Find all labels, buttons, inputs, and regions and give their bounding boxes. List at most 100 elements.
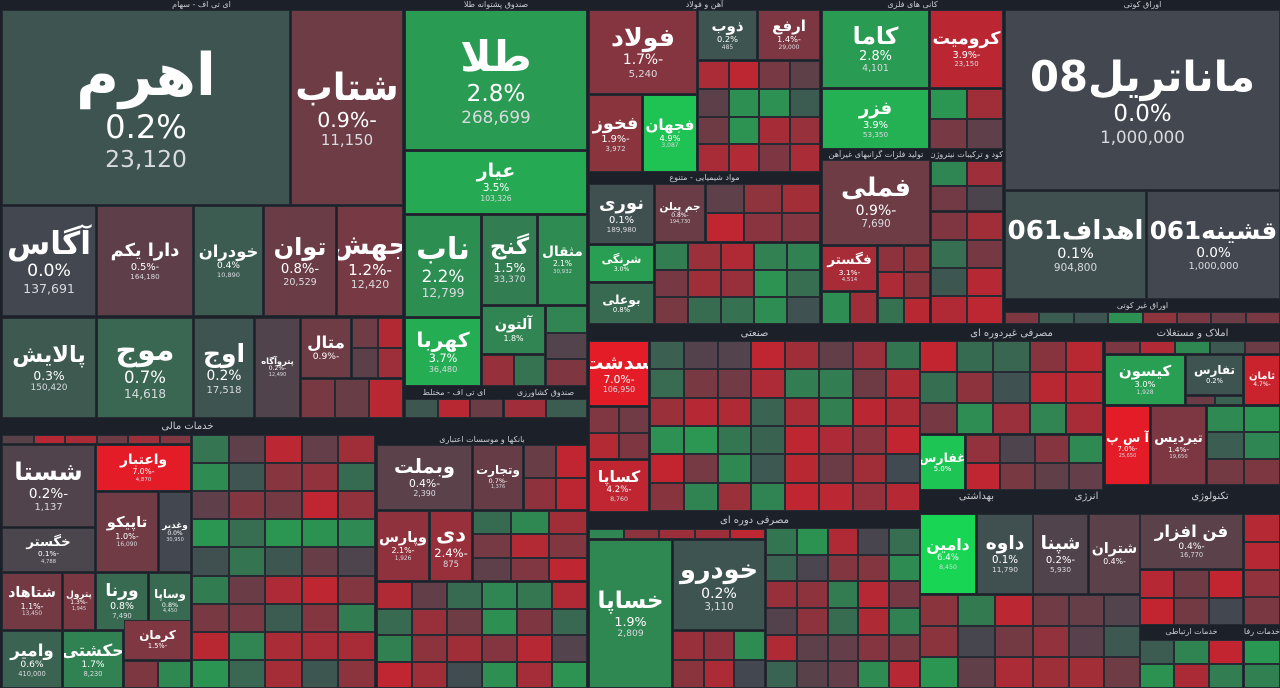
minor-tile [192,435,229,464]
sector-title: ای تی اف - سهام [0,0,403,10]
stock-volume: 2,390 [413,489,436,499]
minor-tile [754,243,787,270]
minor-tile [2,435,34,444]
stock-change: -0.1% [37,549,60,559]
minor-tile [1033,657,1069,688]
stock-change: -0.5% [130,261,160,273]
minor-tile [721,297,754,324]
minor-tile [1208,570,1243,598]
minor-tile [1068,462,1103,490]
stock-name: دی [435,522,467,547]
stock-tile: اوج 0.2% 17,518 [194,318,254,418]
minor-tile [228,575,266,604]
minor-tile [734,631,765,660]
stock-tile: وغدیر 0.0% 30,950 [159,492,191,572]
stock-name: وامیر [10,640,54,660]
minor-tile [688,243,721,270]
minor-tile [721,243,754,270]
stock-tile: جم پیلن -0.8% 194,730 [655,184,705,242]
stock-change: 0.7% [124,367,166,387]
stock-volume: 3,110 [704,601,734,613]
minor-tile [338,463,375,492]
minor-tile [1214,396,1243,405]
minor-tile [698,116,729,145]
stock-volume: 1,137 [34,502,63,514]
minor-tile [889,581,920,608]
stock-change: -1.0% [115,531,139,542]
minor-tile [852,426,887,455]
minor-tile [787,297,820,324]
minor-tile [1104,657,1140,688]
stock-volume: 29,000 [778,43,800,51]
minor-tile [338,435,375,464]
minor-tile [858,581,890,608]
stock-tile: پالایش 0.3% 150,420 [2,318,96,418]
minor-tile [1108,312,1143,324]
minor-tile [1174,597,1209,625]
stock-change: 5.0% [933,464,952,473]
minor-tile [650,426,684,455]
minor-tile [619,407,649,433]
stock-volume: 5,240 [628,68,658,80]
sector-title: انرژی [1033,490,1140,504]
minor-tile [886,369,920,398]
minor-tile [1243,458,1280,485]
minor-tile [1174,640,1209,664]
stock-change: -0.9% [312,351,340,363]
minor-tile [549,511,587,535]
minor-tile [966,462,1001,490]
minor-tile [785,397,819,426]
stock-name: تفارس [1193,363,1236,378]
stock-change: 0.1% [608,214,635,226]
minor-tile [785,341,819,370]
stock-tile: شستا -0.2% 1,137 [2,445,95,527]
minor-tile [301,463,339,492]
minor-tile [192,631,229,660]
minor-tile [717,426,752,455]
stock-change: -7.0% [1117,444,1138,453]
minor-tile [265,631,302,660]
stock-name: فن افزار [1154,522,1229,541]
minor-tile [482,355,514,386]
minor-tile [1208,640,1243,664]
minor-tile [858,554,890,582]
minor-tile [1066,372,1103,403]
minor-tile [192,575,229,604]
stock-volume: 4,514 [841,277,858,284]
stock-name: دارا یکم [110,241,180,262]
sector-title: آهن و فولاد [589,0,820,10]
minor-tile [352,348,378,378]
minor-tile [650,341,684,370]
stock-volume: 1,926 [394,555,412,562]
stock-change: -1.1% [20,601,44,611]
stock-name: خگستر [26,535,71,551]
minor-tile [931,161,967,186]
minor-tile [858,634,890,662]
minor-tile [619,433,649,459]
stock-name: مثقال [542,243,583,260]
minor-tile [886,341,920,370]
stock-tile: گنج 1.5% 33,370 [482,215,537,305]
minor-tile [683,426,718,455]
minor-tile [549,557,587,581]
minor-tile [728,88,759,117]
minor-tile [1029,372,1067,403]
minor-tile [405,399,438,418]
stock-change: 1.9% [614,613,647,629]
stock-name: فگستر [827,252,872,269]
stock-tile: ذوب 0.2% 485 [698,10,757,60]
minor-tile [796,528,828,555]
sector-title: اوراق غیر کوتی [1005,301,1280,311]
minor-tile [688,297,721,324]
minor-tile [412,661,447,688]
stock-tile: اهداف061 0.1% 904,800 [1005,191,1146,299]
minor-tile [377,635,412,662]
minor-tile [192,519,229,548]
minor-tile [650,369,684,398]
stock-tile: وتجارت -0.7% 1,376 [473,445,523,510]
minor-tile [827,581,859,608]
minor-tile [1208,664,1243,688]
minor-tile [889,661,920,688]
stock-change: 2.1% [553,259,572,269]
stock-volume: 10,890 [217,270,240,279]
